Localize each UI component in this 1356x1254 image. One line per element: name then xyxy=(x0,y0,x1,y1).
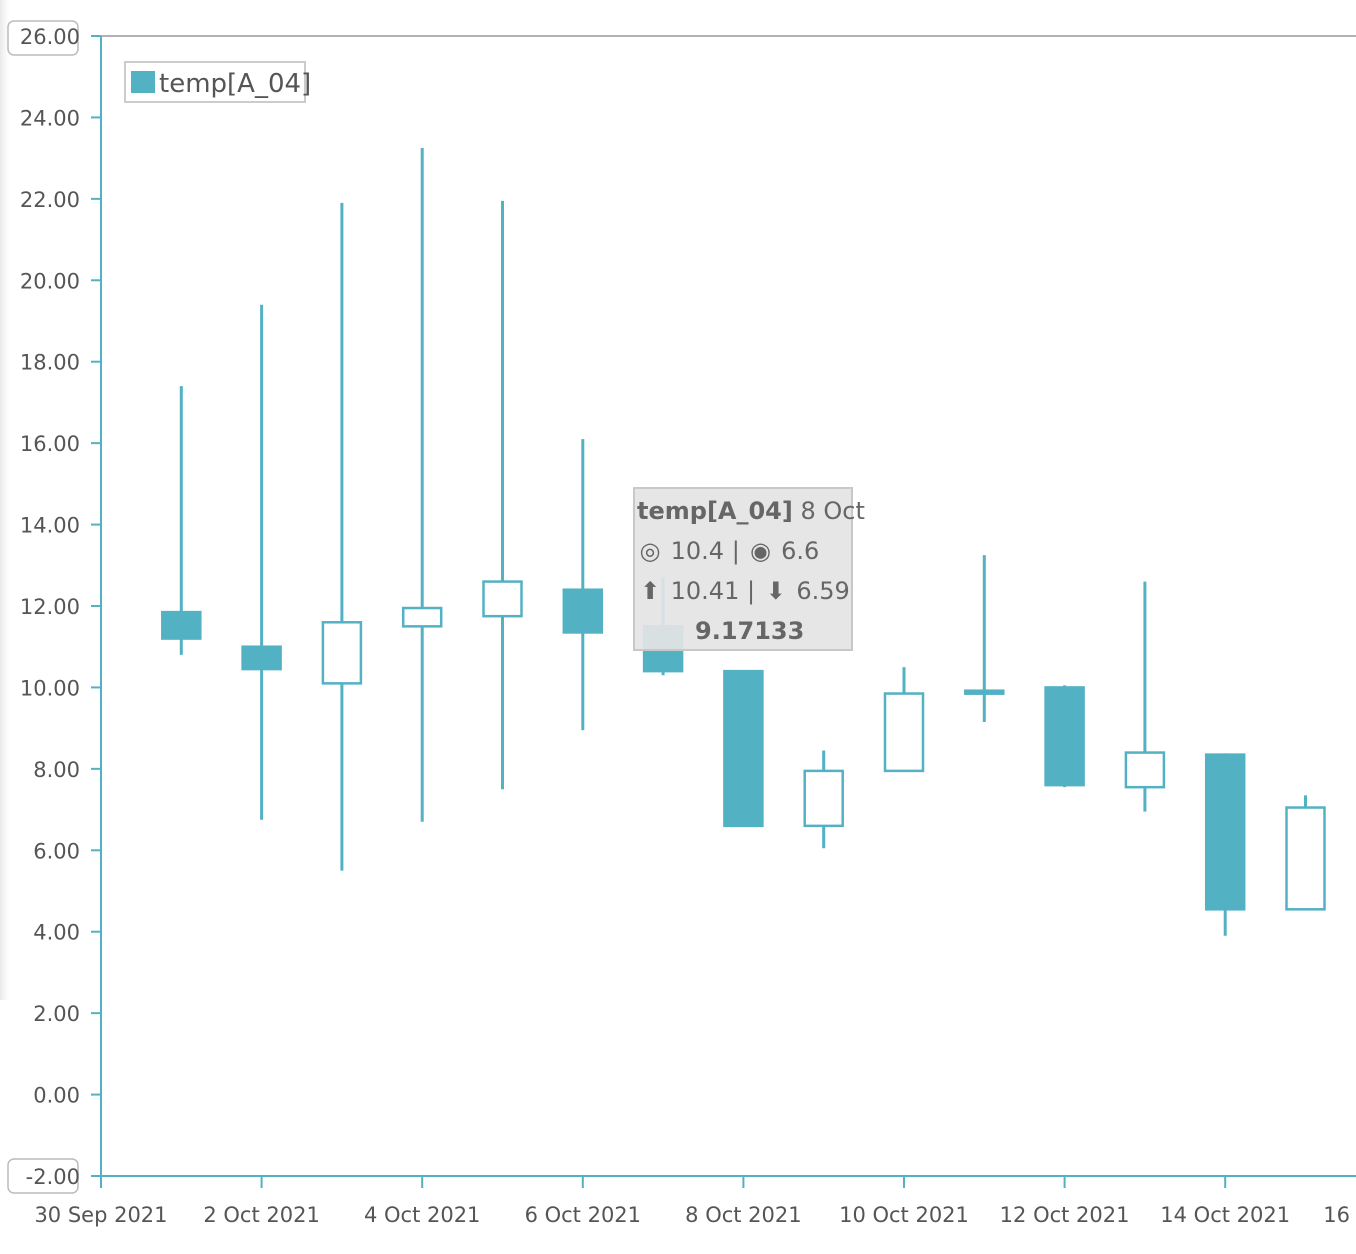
candle[interactable] xyxy=(883,667,925,773)
x-tick-label: 8 Oct 2021 xyxy=(685,1203,801,1227)
legend[interactable]: temp[A_04] xyxy=(124,61,311,103)
candle-body xyxy=(803,769,844,828)
candle[interactable] xyxy=(1285,795,1326,911)
candle-body xyxy=(482,580,523,618)
candle-body xyxy=(1124,751,1166,789)
y-tick-label: 20.00 xyxy=(20,269,80,293)
candle-body xyxy=(1044,686,1085,787)
y-tick-label-box xyxy=(7,1158,79,1194)
tooltip-open-close: ◎ 10.4 | ◉ 6.6 xyxy=(637,537,820,565)
x-tick-label: 4 Oct 2021 xyxy=(364,1203,480,1227)
y-tick-label: 8.00 xyxy=(33,758,80,782)
candle-body xyxy=(401,606,443,628)
candle[interactable] xyxy=(161,386,202,655)
legend-label: temp[A_04] xyxy=(159,69,311,99)
candle-body xyxy=(161,610,202,640)
left-shadow xyxy=(0,0,12,1000)
x-tick-label: 16 xyxy=(1323,1203,1350,1227)
candle[interactable] xyxy=(562,439,604,731)
y-tick-label: 18.00 xyxy=(20,351,80,375)
arrow-down-icon: ⬇ xyxy=(765,577,786,605)
y-tick-label: 0.00 xyxy=(33,1084,80,1108)
x-tick-label: 10 Oct 2021 xyxy=(839,1203,969,1227)
candle[interactable] xyxy=(803,750,844,849)
y-tick-label: 16.00 xyxy=(20,432,80,456)
tooltip-high-low: ⬆ 10.41 | ⬇ 6.59 xyxy=(637,577,850,605)
y-tick-label: 26.00 xyxy=(20,25,80,49)
tooltip: temp[A_04] 8 Oct ◎ 10.4 | ◉ 6.6 ⬆ 10.41 … xyxy=(633,487,865,651)
x-tick-label: 14 Oct 2021 xyxy=(1160,1203,1290,1227)
tooltip-separator: | xyxy=(731,537,740,565)
candle[interactable] xyxy=(321,202,363,871)
x-tick-label: 6 Oct 2021 xyxy=(525,1203,641,1227)
legend-swatch-icon xyxy=(131,71,155,93)
y-tick-label: 10.00 xyxy=(20,676,80,700)
tooltip-series: temp[A_04] xyxy=(637,497,793,525)
candle[interactable] xyxy=(1204,753,1246,936)
x-tick-label: 12 Oct 2021 xyxy=(1000,1203,1130,1227)
candle[interactable] xyxy=(241,304,282,820)
tooltip-date: 8 Oct xyxy=(800,497,865,525)
y-tick-label: 22.00 xyxy=(20,188,80,212)
candle[interactable] xyxy=(401,147,443,822)
candle[interactable] xyxy=(1044,685,1085,788)
candle[interactable] xyxy=(1124,581,1166,812)
y-tick-label: 6.00 xyxy=(33,839,80,863)
candle-body xyxy=(321,621,363,685)
y-tick-label: 12.00 xyxy=(20,595,80,619)
candle-body xyxy=(241,645,282,671)
tooltip-close: 6.6 xyxy=(781,537,820,565)
candle[interactable] xyxy=(482,200,523,790)
x-tick-label: 30 Sep 2021 xyxy=(34,1203,167,1227)
y-axis-ticks: 26.00 24.00 22.00 20.00 18.00 16.00 14.00 12.00… xyxy=(7,20,101,1194)
y-tick-label: 2.00 xyxy=(33,1002,80,1026)
candle-body xyxy=(883,692,925,773)
candle[interactable] xyxy=(964,555,1005,723)
y-tick-label: -2.00 xyxy=(26,1165,80,1189)
tooltip-low: 6.59 xyxy=(796,577,850,605)
tooltip-high: 10.41 xyxy=(670,577,740,605)
x-axis-ticks: 30 Sep 2021 2 Oct 2021 4 Oct 2021 6 Oct 202… xyxy=(34,1176,1350,1227)
filled-circle-icon: ◉ xyxy=(749,537,771,565)
candle[interactable] xyxy=(723,669,764,828)
y-tick-label: 24.00 xyxy=(20,106,80,130)
candle-body xyxy=(964,689,1005,695)
tooltip-header: temp[A_04] 8 Oct xyxy=(637,497,865,525)
tooltip-value: 9.17133 xyxy=(695,617,805,645)
open-circle-icon: ◎ xyxy=(639,537,661,565)
y-tick-label: 14.00 xyxy=(20,514,80,538)
y-tick-label: 4.00 xyxy=(33,921,80,945)
tooltip-open: 10.4 xyxy=(670,537,725,565)
candle-body xyxy=(562,588,604,634)
tooltip-separator-2: | xyxy=(747,577,756,605)
x-tick-label: 2 Oct 2021 xyxy=(203,1203,319,1227)
arrow-up-icon: ⬆ xyxy=(639,577,661,605)
candle-body xyxy=(1285,806,1326,911)
candle-body xyxy=(723,669,764,828)
y-tick-label-box xyxy=(7,20,79,56)
candle-body xyxy=(1204,753,1246,911)
